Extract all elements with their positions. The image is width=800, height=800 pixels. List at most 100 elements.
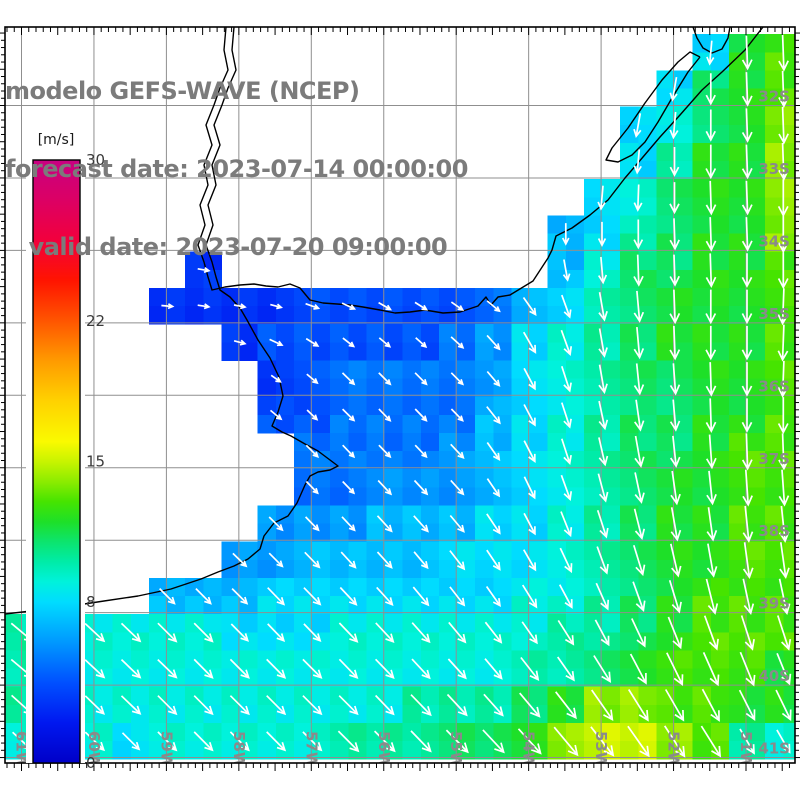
vector-arrow xyxy=(157,658,178,679)
coastline-path xyxy=(692,27,731,54)
vector-arrow xyxy=(342,480,356,495)
vector-arrow xyxy=(233,339,247,346)
vector-arrow xyxy=(739,728,755,755)
colorbar-tick-label: 0 xyxy=(86,754,96,772)
vector-arrow xyxy=(482,729,505,754)
vector-arrow xyxy=(669,111,679,140)
vector-arrow xyxy=(84,695,106,715)
vector-arrow xyxy=(778,433,789,471)
vector-arrow xyxy=(706,40,715,66)
vector-arrow xyxy=(597,185,606,211)
arrows-layer xyxy=(10,34,792,758)
vector-arrow xyxy=(560,474,573,502)
vector-arrow xyxy=(374,694,395,716)
vector-arrow xyxy=(633,254,644,287)
vector-arrow xyxy=(742,505,754,543)
vector-arrow xyxy=(486,513,501,535)
vector-arrow xyxy=(519,692,541,718)
vector-arrow xyxy=(634,435,645,468)
vector-arrow xyxy=(776,729,791,754)
vector-arrow xyxy=(597,473,609,503)
vector-arrow xyxy=(778,34,789,72)
vector-arrow xyxy=(522,549,537,572)
vector-arrow xyxy=(776,615,792,651)
vector-arrow xyxy=(777,252,789,290)
vector-arrow xyxy=(378,301,392,311)
vector-arrow xyxy=(705,578,719,615)
colorbar-gradient xyxy=(32,159,81,764)
vector-arrow xyxy=(521,621,538,645)
vector-arrow xyxy=(705,362,717,397)
vector-arrow xyxy=(663,725,686,758)
vector-arrow xyxy=(741,35,753,71)
vector-arrow xyxy=(411,658,431,680)
vector-arrow xyxy=(706,543,718,578)
vector-arrow xyxy=(414,372,428,386)
lon-label: 53W xyxy=(592,731,610,769)
vector-arrow xyxy=(304,516,320,532)
lon-label: 54W xyxy=(520,731,538,769)
lat-label: 34S xyxy=(758,232,790,250)
vector-arrow xyxy=(705,144,717,180)
vector-arrow xyxy=(633,327,645,360)
vector-arrow xyxy=(701,688,720,722)
vector-arrow xyxy=(705,73,716,106)
vector-arrow xyxy=(522,331,537,354)
vector-arrow xyxy=(740,615,755,651)
vector-arrow xyxy=(741,72,753,107)
vector-arrow xyxy=(229,695,250,716)
vector-arrow xyxy=(779,542,790,580)
lon-label: 59W xyxy=(157,731,175,769)
vector-arrow xyxy=(232,552,248,568)
vector-arrow xyxy=(669,325,681,361)
lat-label: 35S xyxy=(758,305,790,323)
vector-arrow xyxy=(669,254,680,287)
vector-arrow xyxy=(598,437,609,467)
lon-label: 52W xyxy=(665,731,683,769)
vector-arrow xyxy=(775,689,792,722)
vector-arrow xyxy=(634,399,645,432)
vector-arrow xyxy=(485,586,501,608)
vector-arrow xyxy=(410,694,432,717)
vector-arrow xyxy=(302,658,323,679)
vector-arrow xyxy=(378,444,392,459)
vector-arrow xyxy=(486,300,501,313)
lat-label: 41S xyxy=(758,740,790,758)
vector-arrow xyxy=(266,658,287,679)
vector-arrow xyxy=(414,444,428,459)
vector-arrow xyxy=(270,303,284,310)
vector-arrow xyxy=(741,433,753,471)
vector-arrow xyxy=(633,508,646,540)
vector-arrow xyxy=(555,691,577,720)
vector-arrow xyxy=(706,507,718,542)
vector-arrow xyxy=(705,289,717,325)
vector-arrow xyxy=(553,726,579,757)
vector-arrow xyxy=(523,404,536,427)
vector-arrow xyxy=(597,256,608,285)
vector-arrow xyxy=(483,693,504,717)
vector-arrow xyxy=(706,470,717,506)
vector-arrow xyxy=(777,288,789,326)
vector-arrow xyxy=(193,622,214,643)
vector-arrow xyxy=(741,325,753,361)
vector-arrow xyxy=(560,402,572,429)
vector-arrow xyxy=(378,372,392,386)
vector-arrow xyxy=(669,543,682,578)
vector-arrow xyxy=(777,324,789,362)
vector-arrow xyxy=(741,289,753,325)
vector-arrow xyxy=(338,622,359,643)
vector-arrow xyxy=(591,689,614,722)
vector-arrow xyxy=(484,658,503,680)
vector-arrow xyxy=(669,435,681,468)
vector-arrow xyxy=(705,325,717,361)
vector-arrow xyxy=(776,652,792,686)
vector-arrow xyxy=(268,516,284,532)
vector-arrow xyxy=(778,578,791,615)
vector-arrow xyxy=(157,622,178,643)
vector-arrow xyxy=(558,584,573,609)
vector-arrow xyxy=(631,618,646,648)
coastline-layer xyxy=(5,27,764,615)
lat-label: 39S xyxy=(758,595,790,613)
vector-arrow xyxy=(562,259,571,282)
vector-arrow xyxy=(306,373,319,385)
